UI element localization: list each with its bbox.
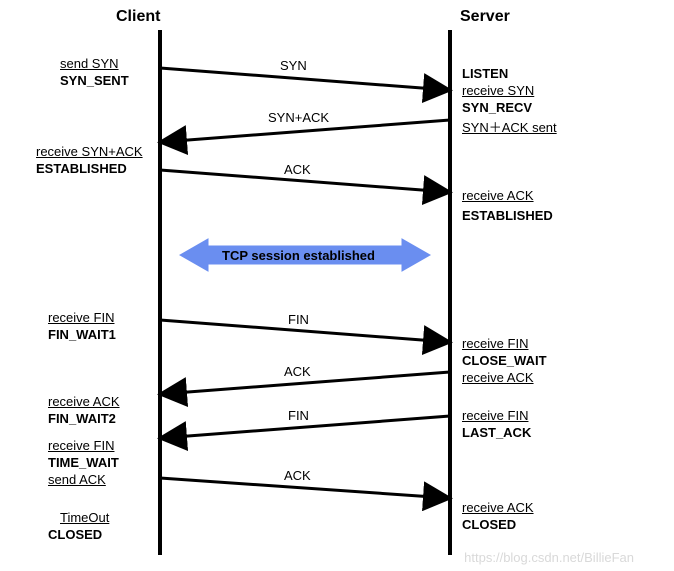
client-recv-synack: receive SYN+ACK bbox=[36, 144, 143, 159]
msg-label-m3: ACK bbox=[284, 162, 311, 177]
msg-label-m4: FIN bbox=[288, 312, 309, 327]
server-header: Server bbox=[460, 8, 510, 26]
msg-label-m6: FIN bbox=[288, 408, 309, 423]
server-recv-ack: receive ACK bbox=[462, 188, 534, 203]
banner-text: TCP session established bbox=[222, 248, 375, 263]
client-header: Client bbox=[116, 8, 160, 26]
server-synack-sent: SYN＋ACK sent bbox=[462, 117, 557, 136]
server-recv-ack2: receive ACK bbox=[462, 370, 534, 385]
client-closed: CLOSED bbox=[48, 527, 102, 542]
msg-label-m7: ACK bbox=[284, 468, 311, 483]
server-close-wait: CLOSE_WAIT bbox=[462, 353, 547, 368]
client-recv-fin: receive FIN bbox=[48, 310, 114, 325]
client-fin-wait1: FIN_WAIT1 bbox=[48, 327, 116, 342]
server-recv-fin: receive FIN bbox=[462, 336, 528, 351]
client-send-syn: send SYN bbox=[60, 56, 119, 71]
client-fin-wait2: FIN_WAIT2 bbox=[48, 411, 116, 426]
client-recv-ack: receive ACK bbox=[48, 394, 120, 409]
client-recv-fin2: receive FIN bbox=[48, 438, 114, 453]
client-established: ESTABLISHED bbox=[36, 161, 127, 176]
msg-label-m2: SYN+ACK bbox=[268, 110, 329, 125]
server-recv-syn: receive SYN bbox=[462, 83, 534, 98]
msg-label-m1: SYN bbox=[280, 58, 307, 73]
client-syn-sent: SYN_SENT bbox=[60, 73, 129, 88]
client-timeout: TimeOut bbox=[60, 510, 109, 525]
client-time-wait: TIME_WAIT bbox=[48, 455, 119, 470]
watermark: https://blog.csdn.net/BillieFan bbox=[464, 550, 634, 565]
server-last-ack: LAST_ACK bbox=[462, 425, 531, 440]
server-syn-recv: SYN_RECV bbox=[462, 100, 532, 115]
server-recv-ack3: receive ACK bbox=[462, 500, 534, 515]
msg-label-m5: ACK bbox=[284, 364, 311, 379]
server-closed: CLOSED bbox=[462, 517, 516, 532]
server-recv-fin2: receive FIN bbox=[462, 408, 528, 423]
server-listen: LISTEN bbox=[462, 66, 508, 81]
client-send-ack: send ACK bbox=[48, 472, 106, 487]
server-established: ESTABLISHED bbox=[462, 208, 553, 223]
